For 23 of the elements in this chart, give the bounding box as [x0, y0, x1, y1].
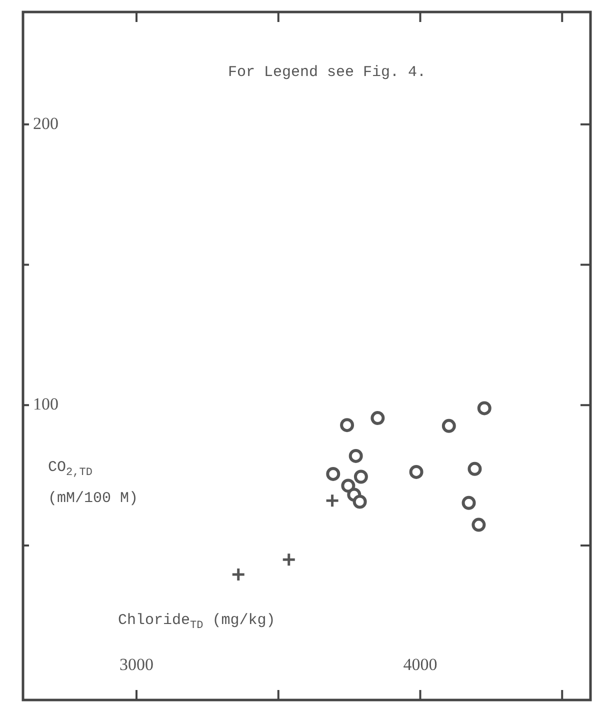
point	[477, 401, 492, 416]
y-tick-label: 100	[33, 394, 58, 414]
point	[472, 518, 486, 532]
x-axis-title: Chloride$_{TD}$ (mg/kg)	[118, 612, 276, 632]
point	[282, 552, 296, 567]
point	[354, 470, 368, 484]
y-tick-label: 200	[33, 114, 58, 133]
point	[352, 494, 367, 509]
point	[231, 567, 246, 582]
point	[341, 478, 356, 493]
point	[340, 418, 354, 432]
x-tick-label: 3000	[120, 655, 154, 674]
point	[348, 448, 363, 463]
point	[325, 493, 340, 508]
annotation: For Legend see Fig. 4.	[228, 64, 426, 81]
y-axis-title: CO$_{2,TD}$ (mM/100 M)	[48, 458, 138, 509]
point	[468, 462, 482, 476]
point	[326, 466, 340, 481]
x-tick-label: 4000	[403, 655, 438, 674]
point	[442, 418, 456, 433]
point	[462, 496, 476, 510]
point	[409, 464, 424, 479]
point	[370, 411, 385, 426]
